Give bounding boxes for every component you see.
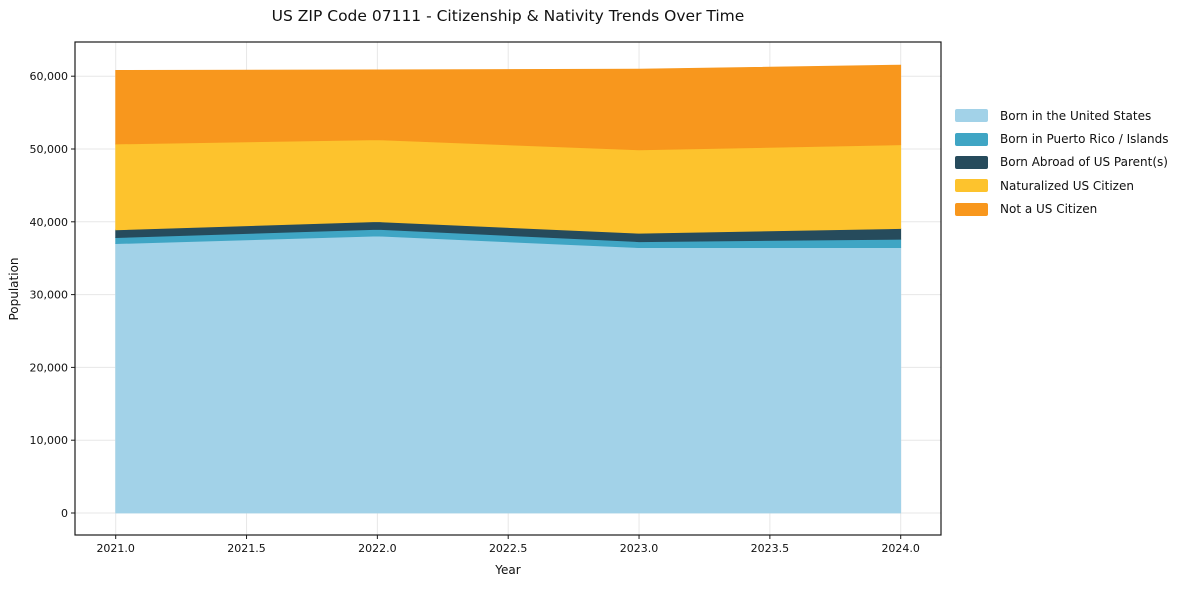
legend-swatch	[955, 155, 988, 169]
legend-swatch	[955, 132, 988, 146]
area-not-a-us-citizen	[115, 64, 902, 151]
x-tick-label: 2021.0	[96, 542, 135, 555]
x-axis-label: Year	[495, 563, 521, 577]
legend-label: Born in the United States	[1000, 108, 1152, 123]
y-tick-label: 60,000	[30, 70, 69, 83]
legend-label: Naturalized US Citizen	[1000, 178, 1134, 193]
y-tick-label: 50,000	[30, 143, 69, 156]
x-tick-label: 2022.0	[358, 542, 397, 555]
x-tick-label: 2023.5	[751, 542, 790, 555]
legend-item: Born in Puerto Rico / Islands	[955, 127, 1169, 150]
x-tick-label: 2024.0	[881, 542, 920, 555]
legend-label: Not a US Citizen	[1000, 202, 1098, 217]
y-axis-label: Population	[7, 257, 21, 321]
legend-swatch	[955, 202, 988, 216]
legend-swatch	[955, 109, 988, 123]
y-tick-label: 0	[61, 507, 68, 520]
y-tick-label: 10,000	[30, 434, 69, 447]
y-tick-label: 20,000	[30, 361, 69, 374]
area-born-in-the-united-states	[115, 235, 902, 514]
y-tick-label: 40,000	[30, 216, 69, 229]
chart-title: US ZIP Code 07111 - Citizenship & Nativi…	[271, 7, 745, 25]
legend-swatch	[955, 179, 988, 193]
legend-item: Not a US Citizen	[955, 198, 1169, 221]
x-tick-label: 2022.5	[489, 542, 528, 555]
area-naturalized-us-citizen	[115, 139, 902, 234]
legend-item: Born in the United States	[955, 104, 1169, 127]
legend-item: Naturalized US Citizen	[955, 174, 1169, 197]
legend: Born in the United States Born in Puerto …	[955, 104, 1169, 221]
legend-label: Born Abroad of US Parent(s)	[1000, 155, 1168, 170]
y-tick-label: 30,000	[30, 289, 69, 302]
x-tick-label: 2023.0	[620, 542, 659, 555]
legend-label: Born in Puerto Rico / Islands	[1000, 132, 1169, 147]
legend-item: Born Abroad of US Parent(s)	[955, 151, 1169, 174]
x-tick-label: 2021.5	[227, 542, 266, 555]
